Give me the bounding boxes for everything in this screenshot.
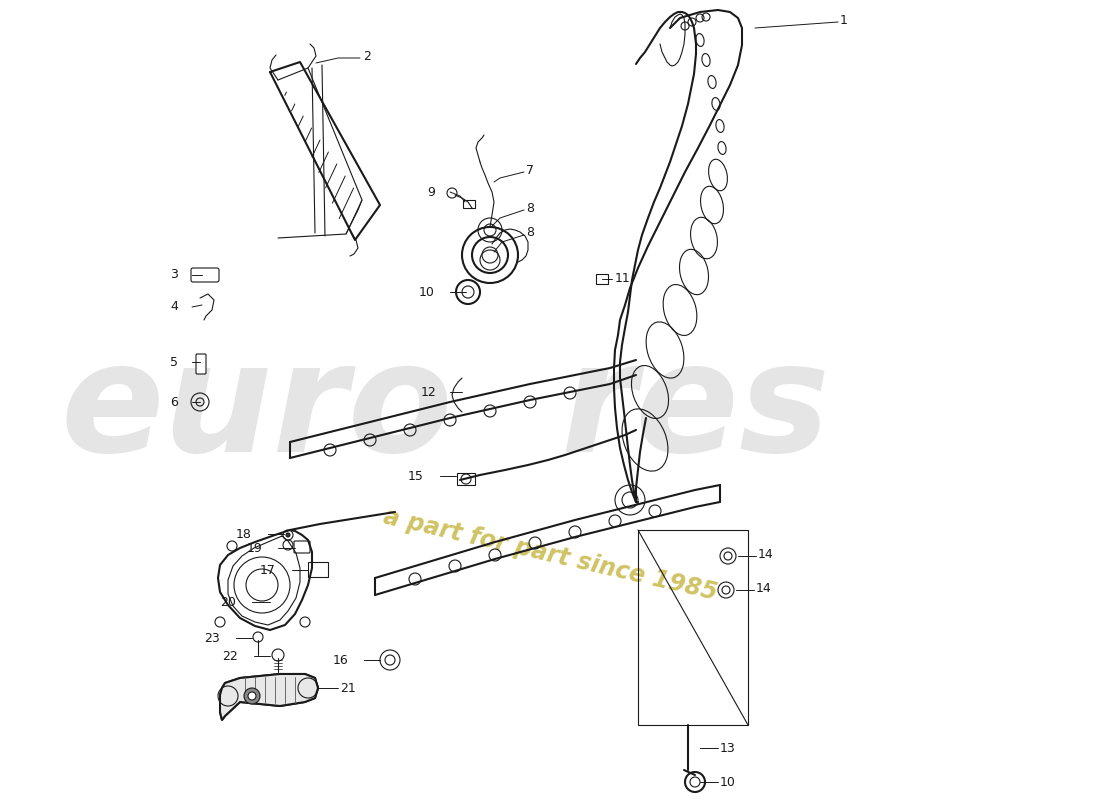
Circle shape [286,533,290,537]
Text: 17: 17 [260,563,276,577]
Circle shape [244,688,260,704]
Circle shape [248,692,256,700]
Bar [308,562,328,577]
Text: 2: 2 [363,50,371,63]
Text: 23: 23 [205,631,220,645]
FancyBboxPatch shape [456,473,475,485]
Text: 14: 14 [758,549,773,562]
Text: 15: 15 [408,470,424,482]
Text: 11: 11 [615,271,630,285]
Text: 16: 16 [332,654,348,666]
FancyBboxPatch shape [196,354,206,374]
Text: 14: 14 [756,582,772,595]
Text: 8: 8 [526,226,534,239]
Text: 19: 19 [246,542,262,554]
Text: 1: 1 [840,14,848,26]
FancyBboxPatch shape [596,274,608,284]
Text: 4: 4 [170,301,178,314]
Text: 5: 5 [170,355,178,369]
Text: 8: 8 [526,202,534,214]
Text: 3: 3 [170,269,178,282]
Text: 18: 18 [236,527,252,541]
Text: 10: 10 [419,286,435,298]
Text: 13: 13 [720,742,736,754]
Text: 20: 20 [220,595,236,609]
Text: 7: 7 [526,163,534,177]
Text: 10: 10 [720,775,736,789]
FancyBboxPatch shape [294,541,310,553]
FancyBboxPatch shape [463,200,475,208]
Text: 21: 21 [340,682,355,694]
Text: res: res [560,335,829,485]
Text: 12: 12 [420,386,436,398]
Text: 9: 9 [427,186,434,198]
FancyBboxPatch shape [191,268,219,282]
Text: 6: 6 [170,395,178,409]
Text: a part for part since 1985: a part for part since 1985 [381,505,719,605]
Text: euro: euro [60,335,453,485]
Polygon shape [220,674,318,720]
Text: 22: 22 [222,650,238,662]
Bar [638,530,748,725]
